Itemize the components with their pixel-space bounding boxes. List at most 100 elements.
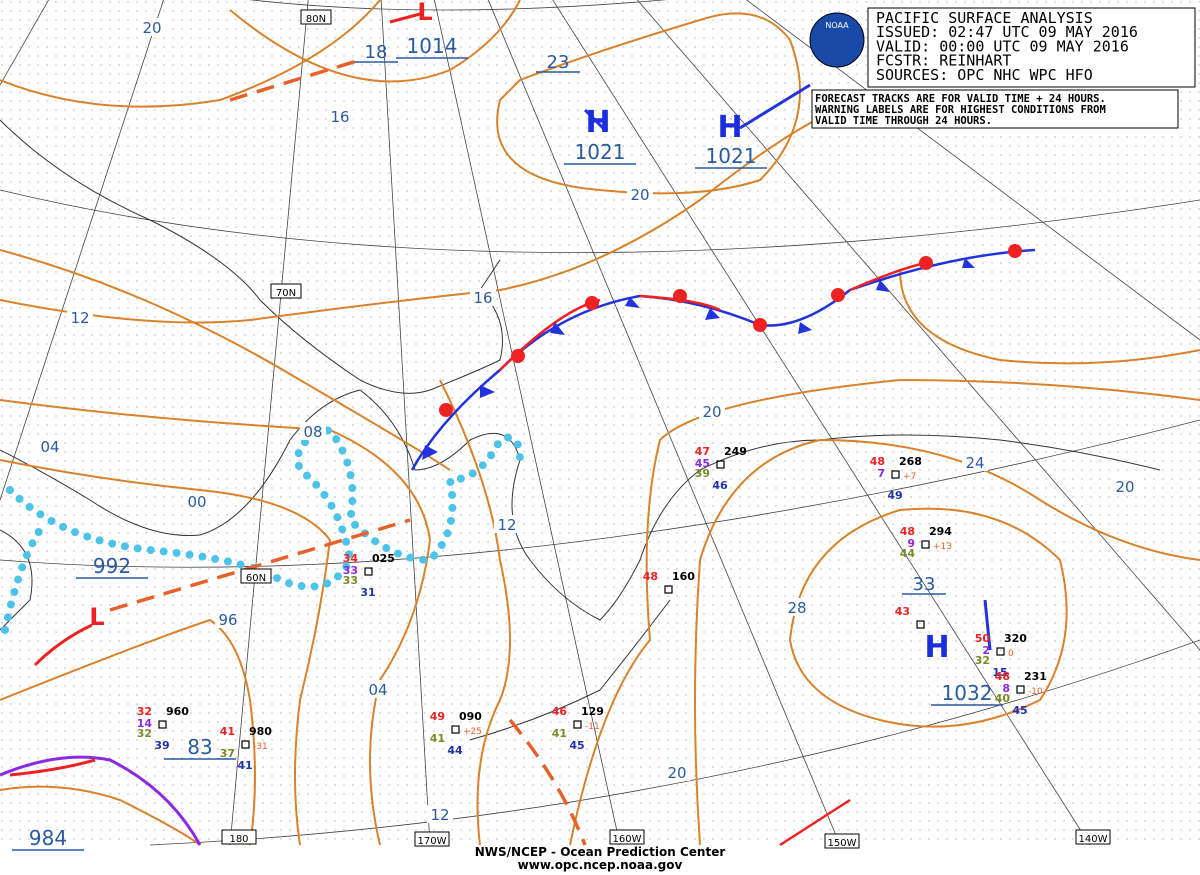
isobar-label-bg bbox=[784, 598, 810, 616]
station-marker bbox=[716, 460, 725, 469]
station-marker bbox=[664, 585, 673, 594]
station-pressure: 025 bbox=[372, 552, 395, 565]
station-waves: 41 bbox=[237, 759, 252, 772]
isobar-label-bg bbox=[1112, 477, 1138, 495]
station-temp: 43 bbox=[895, 605, 910, 618]
isobar-label: 12 bbox=[497, 516, 516, 534]
isobar-label-bg bbox=[427, 805, 453, 823]
center-pressure: 1021 bbox=[575, 140, 626, 164]
isobar-label-bg bbox=[67, 308, 93, 326]
isobar-label-bg bbox=[365, 680, 391, 698]
header-line: SOURCES: OPC NHC WPC HFO bbox=[876, 66, 1093, 84]
warm-front bbox=[779, 798, 851, 847]
isobar-label: 12 bbox=[70, 309, 89, 327]
lon-label-box bbox=[609, 829, 645, 845]
lat-label-box bbox=[270, 283, 302, 299]
note-line: VALID TIME THROUGH 24 HOURS. bbox=[815, 115, 992, 127]
trough bbox=[508, 718, 587, 846]
lon-label-box bbox=[824, 833, 860, 849]
station-extra: 2 bbox=[982, 644, 990, 657]
trough bbox=[229, 58, 361, 102]
station-waves: 45 bbox=[569, 739, 584, 752]
center-forecast: 23 bbox=[547, 52, 570, 73]
isobar-label-bg bbox=[470, 288, 496, 306]
station-marker bbox=[916, 620, 925, 629]
station-dewpoint: 33 bbox=[343, 574, 358, 587]
lon-label: 170W bbox=[418, 836, 447, 847]
lon-label: 180 bbox=[229, 834, 248, 845]
station-temp: 48 bbox=[995, 670, 1010, 683]
station-tendency: -31 bbox=[253, 742, 268, 752]
station-dewpoint: 44 bbox=[900, 547, 916, 560]
isobar-label: 04 bbox=[40, 438, 59, 456]
ice-edge bbox=[1, 526, 44, 634]
station-dewpoint: 41 bbox=[430, 732, 445, 745]
trough bbox=[109, 518, 411, 612]
isobar-label-bg bbox=[962, 453, 988, 471]
station-temp: 47 bbox=[695, 445, 710, 458]
station-marker bbox=[573, 720, 582, 729]
station-pressure: 231 bbox=[1024, 670, 1047, 683]
station-temp: 49 bbox=[430, 710, 445, 723]
track-arrow bbox=[739, 83, 811, 130]
center-pressure: 83 bbox=[187, 735, 212, 759]
station-dewpoint: 39 bbox=[695, 467, 710, 480]
lat-label-box bbox=[300, 9, 332, 25]
center-symbol: H bbox=[924, 630, 949, 665]
logo-text: NOAA bbox=[825, 21, 849, 30]
station-extra: 8 bbox=[1002, 682, 1010, 695]
isobar-label-bg bbox=[627, 185, 653, 203]
station-extra: 33 bbox=[343, 564, 358, 577]
station-tendency: +13 bbox=[933, 542, 952, 552]
station-extra: 7 bbox=[877, 467, 885, 480]
center-forecast: 33 bbox=[913, 574, 936, 595]
isobar-label: 12 bbox=[430, 806, 449, 824]
center-symbol: H bbox=[717, 110, 742, 145]
lat-label: 60N bbox=[246, 573, 266, 584]
header-box bbox=[867, 7, 1196, 88]
notes: FORECAST TRACKS ARE FOR VALID TIME + 24 … bbox=[815, 93, 1106, 127]
station-waves: 46 bbox=[712, 479, 728, 492]
station-dewpoint: 32 bbox=[975, 654, 990, 667]
isobar-label: 24 bbox=[965, 454, 984, 472]
isobar-label: 20 bbox=[630, 186, 649, 204]
lat-label: 80N bbox=[306, 14, 326, 25]
center-symbol: H bbox=[585, 105, 610, 140]
header-line: PACIFIC SURFACE ANALYSIS bbox=[876, 9, 1093, 27]
station-marker bbox=[364, 567, 373, 576]
isobars bbox=[0, 0, 1200, 846]
logo bbox=[809, 12, 865, 68]
station-temp: 46 bbox=[552, 705, 568, 718]
isobar-label-bg bbox=[37, 437, 63, 455]
station-pressure: 320 bbox=[1004, 632, 1027, 645]
lon-label-box bbox=[414, 831, 450, 847]
isobar-label: 16 bbox=[473, 289, 492, 307]
isobar-label-bg bbox=[327, 107, 353, 125]
isobar-label: 20 bbox=[702, 403, 721, 421]
isobar-label-bg bbox=[139, 18, 165, 36]
station-dewpoint: 40 bbox=[995, 692, 1011, 705]
isobar-label-bg bbox=[664, 763, 690, 781]
station-temp: 32 bbox=[137, 705, 152, 718]
isobar-label-bg bbox=[300, 422, 326, 440]
station-pressure: 249 bbox=[724, 445, 747, 458]
isobar-label: 20 bbox=[667, 764, 686, 782]
station-pressure: 268 bbox=[899, 455, 922, 468]
station-pressure: 960 bbox=[166, 705, 189, 718]
station-temp: 48 bbox=[643, 570, 658, 583]
footer-agency: NWS/NCEP - Ocean Prediction Center bbox=[475, 845, 726, 859]
track-arrow bbox=[983, 599, 992, 651]
station-tendency: +25 bbox=[463, 727, 482, 737]
station-pressure: 129 bbox=[581, 705, 604, 718]
track-arrow bbox=[583, 108, 607, 132]
isobar-label: 04 bbox=[368, 681, 387, 699]
station-waves: 39 bbox=[154, 739, 169, 752]
graticule bbox=[0, 0, 1200, 846]
lon-label: 150W bbox=[828, 838, 857, 849]
station-waves: 49 bbox=[887, 489, 902, 502]
station-waves: 31 bbox=[360, 586, 375, 599]
isobar-label: 96 bbox=[218, 611, 237, 629]
center-pressure: 1021 bbox=[706, 144, 757, 168]
header-line: VALID: 00:00 UTC 09 MAY 2016 bbox=[876, 37, 1129, 55]
